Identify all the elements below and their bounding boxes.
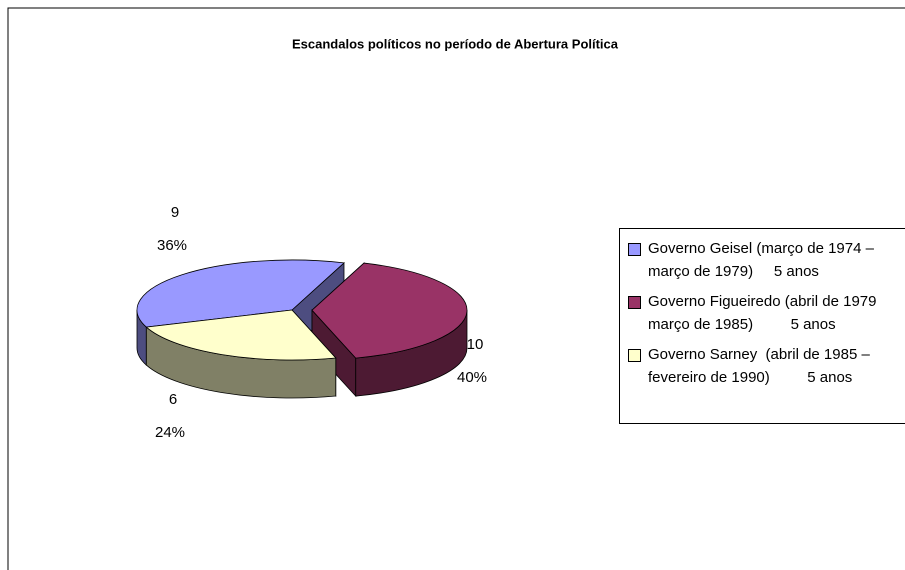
legend-item: Governo Figueiredo (abril de 1979 março … xyxy=(628,290,905,336)
legend-swatch xyxy=(628,296,641,309)
slice xyxy=(136,259,345,328)
data-label: 10 xyxy=(467,336,484,353)
data-label: 9 xyxy=(171,204,179,221)
data-label: 6 xyxy=(169,391,177,408)
legend-swatch xyxy=(628,349,641,362)
slice xyxy=(145,309,337,361)
chart-title: Escandalos políticos no período de Abert… xyxy=(292,36,619,51)
slice xyxy=(311,262,468,359)
legend-item: Governo Sarney (abril de 1985 – fevereir… xyxy=(628,343,905,389)
percent-label: 40% xyxy=(457,369,487,386)
legend-label: Governo Figueiredo (abril de 1979 março … xyxy=(648,293,881,333)
legend-label: Governo Sarney (abril de 1985 – fevereir… xyxy=(648,346,874,386)
percent-label: 36% xyxy=(157,237,187,254)
legend-label: Governo Geisel (março de 1974 – março de… xyxy=(648,240,879,280)
legend-item: Governo Geisel (março de 1974 – março de… xyxy=(628,237,905,283)
chart-frame xyxy=(7,7,905,570)
legend: Governo Geisel (março de 1974 – março de… xyxy=(619,228,905,424)
percent-label: 24% xyxy=(155,424,185,441)
legend-swatch xyxy=(628,243,641,256)
